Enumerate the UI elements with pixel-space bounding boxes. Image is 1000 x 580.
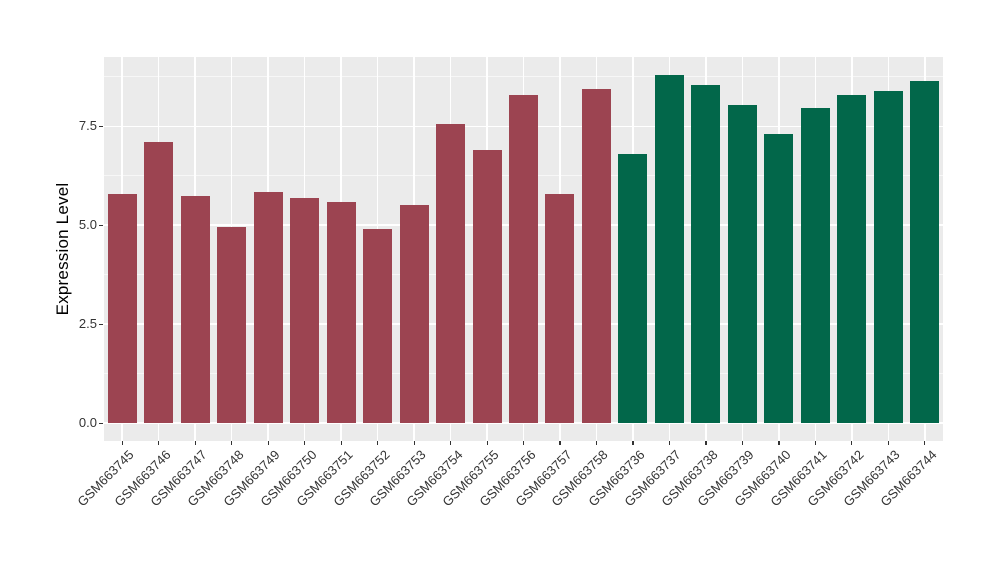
- bar-GSM663741: [800, 108, 830, 424]
- bar-GSM663745: [107, 193, 137, 424]
- y-tick-label: 5.0: [78, 217, 97, 233]
- bar-GSM663739: [727, 104, 757, 424]
- x-tick-mark: [340, 441, 342, 445]
- bar-GSM663756: [509, 94, 538, 424]
- x-tick-mark: [158, 441, 160, 445]
- x-tick-mark: [450, 441, 452, 445]
- x-tick-mark: [668, 441, 671, 445]
- bar-GSM663738: [691, 84, 721, 424]
- bar-GSM663737: [654, 74, 684, 424]
- y-tick-mark: [99, 224, 103, 226]
- bar-GSM663740: [764, 134, 794, 424]
- bar-GSM663744: [910, 80, 940, 424]
- bar-GSM663747: [180, 195, 210, 424]
- bar-GSM663752: [363, 229, 393, 424]
- x-tick-mark: [887, 441, 889, 445]
- bar-GSM663755: [472, 150, 502, 424]
- bar-GSM663749: [253, 191, 283, 424]
- bar-GSM663748: [217, 227, 247, 424]
- y-tick-mark: [99, 323, 103, 325]
- x-tick-mark: [595, 441, 598, 445]
- bar-GSM663750: [290, 197, 320, 424]
- y-tick-mark: [99, 422, 103, 424]
- x-tick-mark: [523, 441, 525, 445]
- bar-GSM663736: [618, 154, 648, 424]
- bar-GSM663754: [436, 124, 466, 424]
- x-tick-mark: [705, 441, 707, 445]
- x-tick-mark: [267, 441, 269, 445]
- y-tick-mark: [99, 125, 103, 127]
- x-tick-mark: [304, 441, 306, 445]
- x-tick-mark: [231, 441, 233, 445]
- y-tick-label: 2.5: [78, 316, 97, 332]
- y-axis-title: Expression Level: [53, 182, 72, 316]
- bar-GSM663753: [399, 205, 429, 424]
- plot-panel: [104, 57, 943, 441]
- bar-GSM663757: [545, 193, 575, 424]
- x-tick-mark: [377, 441, 379, 445]
- x-tick-mark: [924, 441, 926, 445]
- bar-GSM663742: [837, 94, 867, 424]
- y-tick-label: 7.5: [78, 118, 97, 134]
- x-tick-mark: [814, 441, 816, 445]
- x-tick-mark: [851, 441, 853, 445]
- x-tick-mark: [194, 441, 196, 445]
- x-tick-mark: [486, 441, 488, 445]
- y-tick-label: 0.0: [78, 415, 97, 431]
- x-tick-mark: [741, 441, 744, 445]
- x-tick-mark: [559, 441, 561, 445]
- x-tick-mark: [632, 441, 634, 445]
- bar-GSM663758: [581, 88, 611, 424]
- x-tick-mark: [778, 441, 780, 445]
- bar-GSM663746: [144, 142, 174, 424]
- bar-GSM663743: [873, 90, 903, 424]
- x-tick-mark: [121, 441, 123, 445]
- bar-GSM663751: [326, 201, 356, 424]
- x-tick-mark: [413, 441, 415, 445]
